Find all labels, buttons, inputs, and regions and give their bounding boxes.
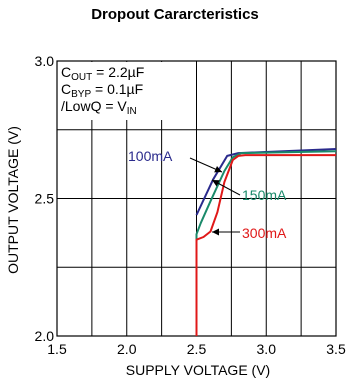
series-line-150mA <box>195 150 337 336</box>
x-tick-label: 3.5 <box>326 341 346 357</box>
y-tick-label: 3.0 <box>35 53 55 69</box>
conditions-background <box>58 62 190 120</box>
annotation-arrowhead <box>212 228 219 236</box>
x-axis-label: SUPPLY VOLTAGE (V) <box>126 362 270 378</box>
x-tick-label: 1.5 <box>47 341 67 357</box>
series-label-300mA: 300mA <box>242 225 287 241</box>
y-axis-label: OUTPUT VOLTAGE (V) <box>5 126 21 274</box>
x-tick-label: 2.5 <box>187 341 207 357</box>
condition-line: CBYP = 0.1µF <box>61 81 143 100</box>
condition-line: /LowQ = VIN <box>61 98 137 117</box>
condition-line: COUT = 2.2µF <box>61 64 144 83</box>
series-line-300mA <box>195 154 336 336</box>
x-tick-label: 2.0 <box>117 341 137 357</box>
series-label-150mA: 150mA <box>242 187 287 203</box>
series-label-100mA: 100mA <box>128 148 173 164</box>
y-tick-label: 2.5 <box>35 191 55 207</box>
series-layer <box>195 148 337 336</box>
chart-title: Dropout Cararcteristics <box>91 6 259 23</box>
annotation-arrowhead <box>214 165 222 173</box>
annotation-layer: 100mA 150mA 300mA <box>128 148 287 241</box>
y-tick-label: 2.0 <box>35 328 55 344</box>
annotation-arrowhead <box>212 180 220 187</box>
x-tick-label: 3.0 <box>257 341 277 357</box>
tick-layer: 1.5 2.0 2.5 3.0 3.52.02.53.0 <box>35 53 346 357</box>
